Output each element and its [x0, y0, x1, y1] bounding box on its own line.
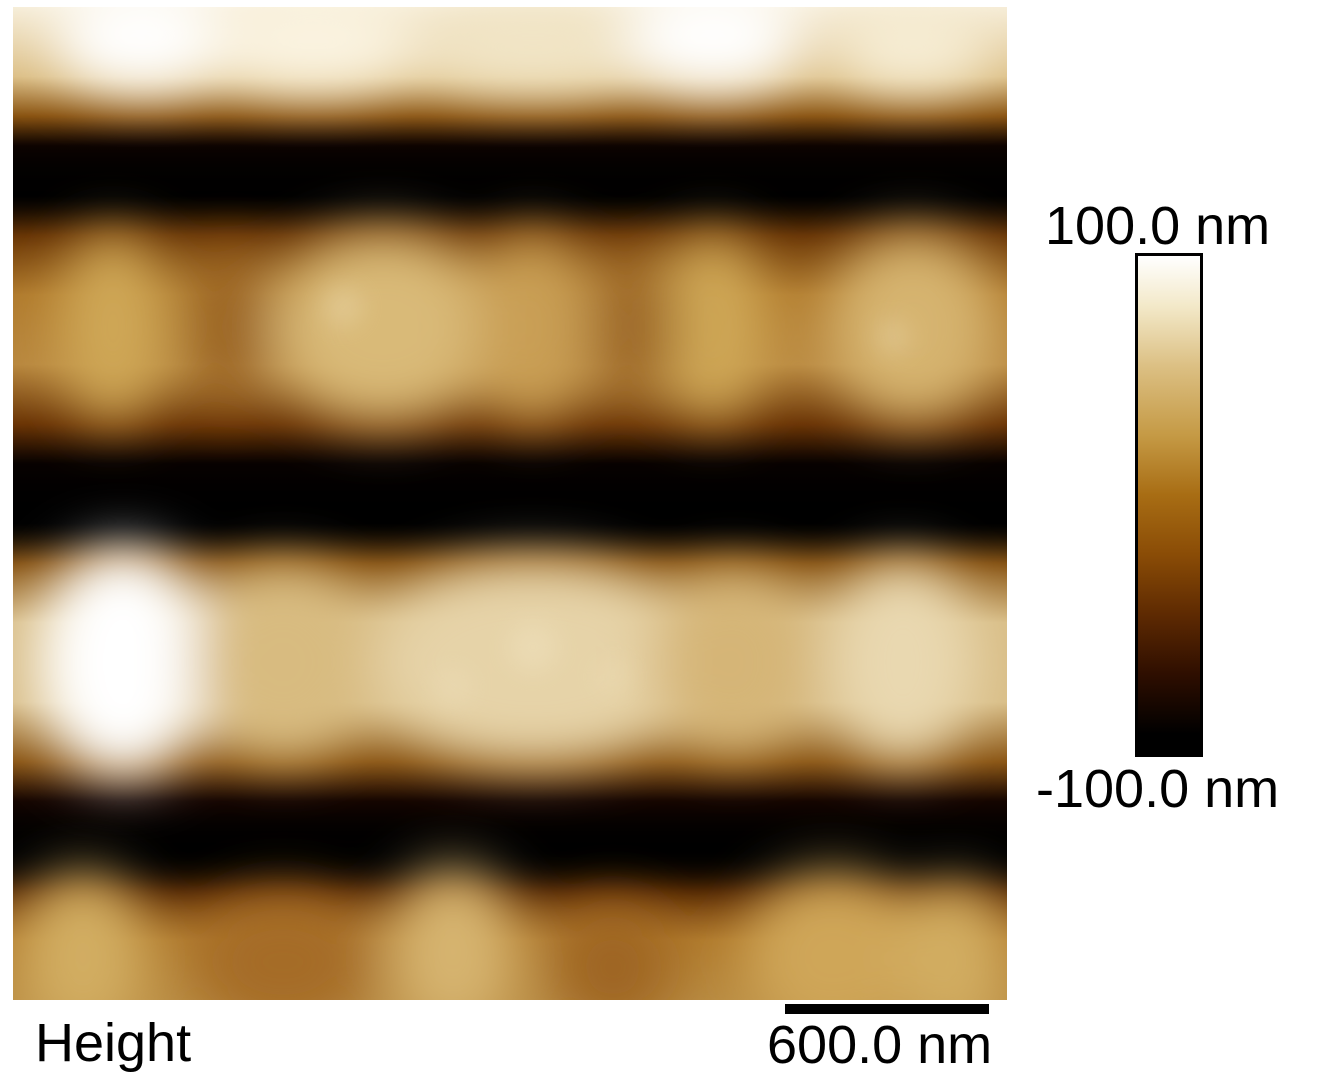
scale-bar-label: 600.0 nm: [767, 1015, 993, 1075]
scale-bar: [785, 1004, 989, 1014]
afm-height-image: [13, 7, 1007, 1000]
channel-label: Height: [35, 1013, 192, 1073]
colorbar-min-label: -100.0 nm: [1036, 759, 1280, 819]
height-map: [13, 7, 1007, 1000]
height-colorbar: [1135, 253, 1203, 757]
colorbar-max-label: 100.0 nm: [1045, 196, 1271, 256]
